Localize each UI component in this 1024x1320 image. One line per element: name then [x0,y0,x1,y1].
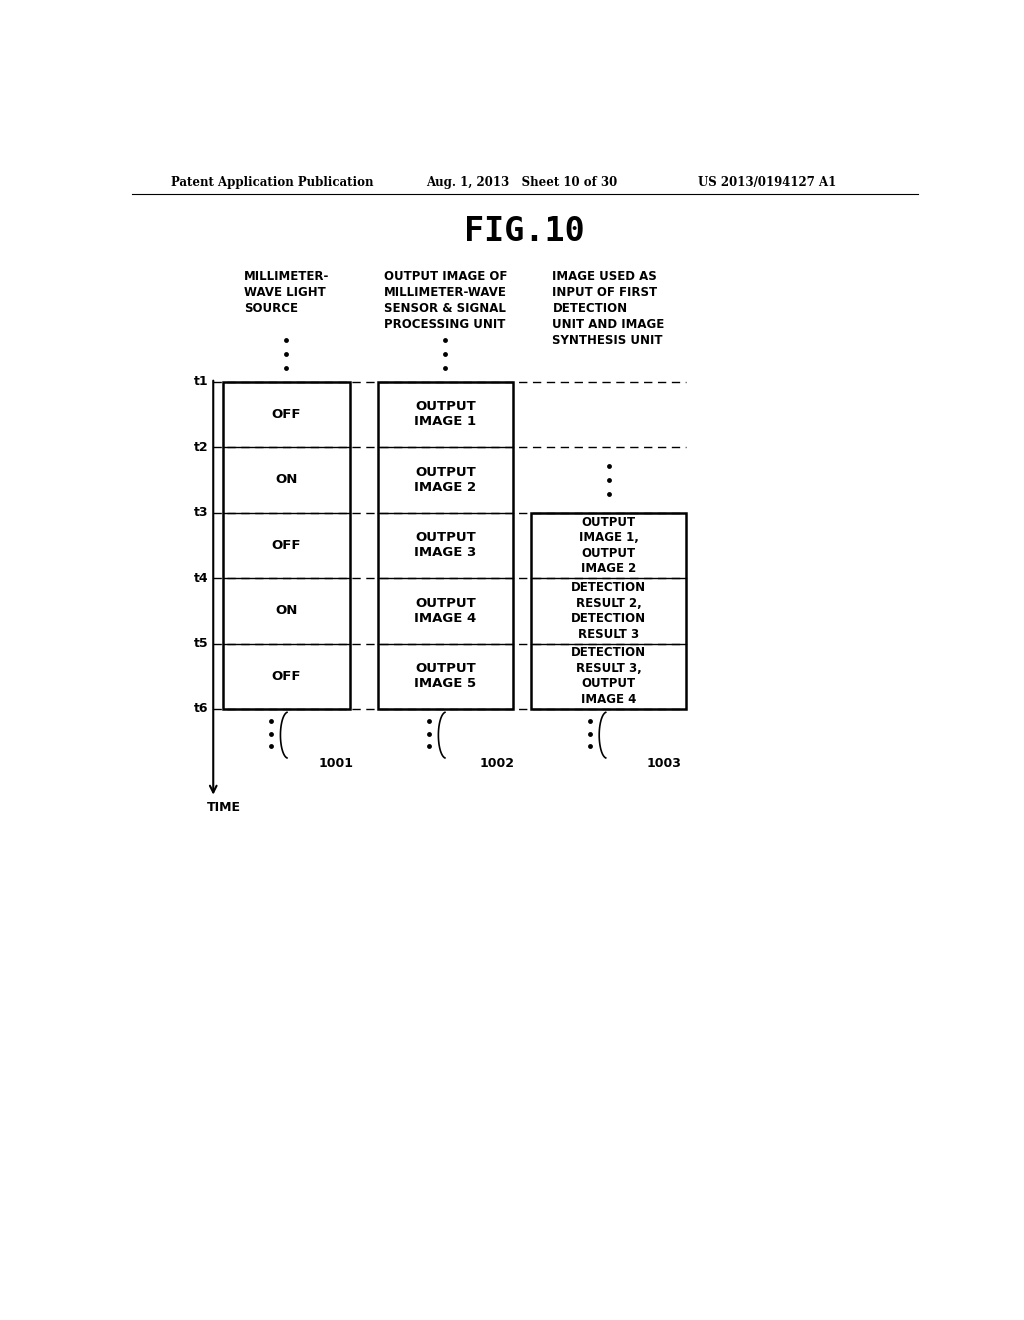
Text: TIME: TIME [207,801,241,814]
Text: DETECTION
RESULT 2,
DETECTION
RESULT 3: DETECTION RESULT 2, DETECTION RESULT 3 [571,581,646,640]
Text: MILLIMETER-
WAVE LIGHT
SOURCE: MILLIMETER- WAVE LIGHT SOURCE [244,271,329,315]
Text: t5: t5 [194,638,209,649]
Text: OFF: OFF [271,408,301,421]
Text: OUTPUT
IMAGE 4: OUTPUT IMAGE 4 [415,597,476,624]
Text: t4: t4 [194,572,209,585]
Text: FIG.10: FIG.10 [465,215,585,248]
Text: ON: ON [275,474,298,486]
Text: OUTPUT
IMAGE 5: OUTPUT IMAGE 5 [415,663,476,690]
Text: DETECTION
RESULT 3,
OUTPUT
IMAGE 4: DETECTION RESULT 3, OUTPUT IMAGE 4 [571,647,646,706]
Text: t3: t3 [195,506,209,519]
Text: OFF: OFF [271,669,301,682]
Text: OUTPUT
IMAGE 1,
OUTPUT
IMAGE 2: OUTPUT IMAGE 1, OUTPUT IMAGE 2 [579,516,638,576]
Text: t2: t2 [194,441,209,454]
Text: OUTPUT
IMAGE 2: OUTPUT IMAGE 2 [415,466,476,494]
Text: t1: t1 [194,375,209,388]
Text: OUTPUT
IMAGE 3: OUTPUT IMAGE 3 [415,532,476,560]
Text: IMAGE USED AS
INPUT OF FIRST
DETECTION
UNIT AND IMAGE
SYNTHESIS UNIT: IMAGE USED AS INPUT OF FIRST DETECTION U… [552,271,665,347]
Bar [378,381,513,709]
Text: OUTPUT
IMAGE 1: OUTPUT IMAGE 1 [415,400,476,429]
Text: Patent Application Publication: Patent Application Publication [171,176,373,189]
Text: t6: t6 [195,702,209,715]
Text: OUTPUT IMAGE OF
MILLIMETER-WAVE
SENSOR & SIGNAL
PROCESSING UNIT: OUTPUT IMAGE OF MILLIMETER-WAVE SENSOR &… [384,271,507,331]
Text: 1001: 1001 [318,756,353,770]
Bar [222,381,350,709]
Text: OFF: OFF [271,539,301,552]
Bar [531,512,686,709]
Text: Aug. 1, 2013   Sheet 10 of 30: Aug. 1, 2013 Sheet 10 of 30 [426,176,617,189]
Text: ON: ON [275,605,298,618]
Text: US 2013/0194127 A1: US 2013/0194127 A1 [697,176,836,189]
Text: 1002: 1002 [479,756,514,770]
Text: 1003: 1003 [646,756,681,770]
